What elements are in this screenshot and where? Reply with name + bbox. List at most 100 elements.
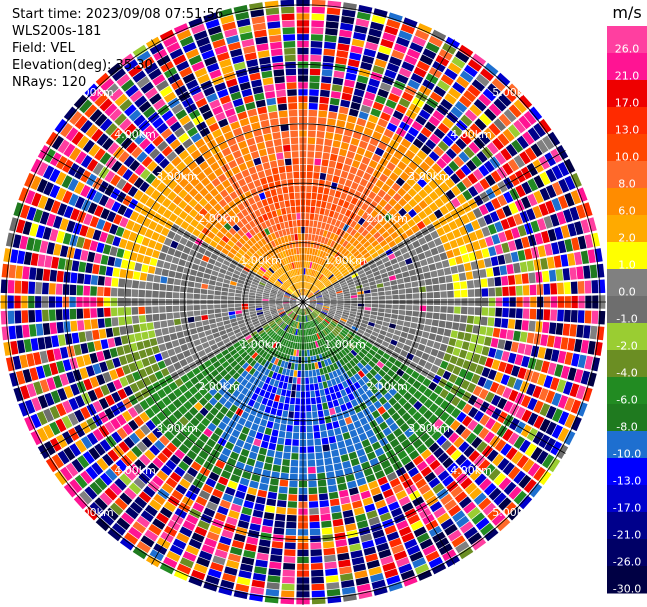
gate (190, 461, 202, 472)
gate (350, 493, 361, 503)
gate (390, 339, 398, 346)
gate (97, 275, 105, 286)
gate (241, 208, 249, 217)
gate (241, 471, 252, 480)
gate (382, 352, 391, 360)
gate (298, 282, 301, 289)
gate (241, 297, 249, 301)
gate (437, 140, 449, 152)
gate (163, 35, 178, 48)
gate (345, 354, 352, 362)
gate (208, 471, 220, 482)
gate (250, 331, 258, 337)
gate (345, 322, 353, 328)
gate (339, 331, 347, 338)
gate (254, 135, 264, 144)
gate (290, 304, 297, 307)
gate (251, 318, 259, 323)
gate (456, 399, 467, 411)
gate (316, 333, 321, 340)
gate (344, 157, 353, 166)
gate (198, 331, 206, 339)
gate (306, 290, 311, 297)
gate (461, 341, 470, 351)
gate (508, 202, 519, 215)
gate (172, 305, 180, 312)
gate (291, 313, 296, 320)
gate (591, 280, 599, 294)
gate (383, 222, 392, 231)
gate (312, 248, 316, 256)
gate (229, 349, 238, 356)
gate (358, 162, 368, 172)
gate (311, 262, 315, 269)
gate (348, 407, 356, 416)
gate (180, 220, 190, 230)
gate (36, 411, 48, 426)
gate (260, 440, 269, 449)
gate (307, 306, 313, 312)
gate (383, 212, 393, 222)
gate (493, 118, 507, 132)
gate (478, 93, 492, 107)
gate (569, 324, 577, 337)
gate (401, 412, 412, 422)
gate (99, 231, 108, 243)
gate (219, 58, 232, 68)
gate (303, 282, 305, 289)
gate (117, 204, 128, 216)
gate (507, 506, 522, 521)
gate (261, 351, 268, 359)
gate (323, 547, 336, 556)
gate (297, 315, 300, 322)
gate (351, 325, 359, 332)
gate (543, 309, 551, 321)
gate (478, 132, 491, 145)
gate (114, 497, 128, 511)
gate (307, 292, 312, 297)
gate (197, 73, 210, 84)
gate (339, 319, 346, 325)
gate (44, 336, 53, 349)
gate (200, 289, 208, 295)
gate (458, 272, 467, 281)
gate (311, 312, 316, 318)
gate (343, 347, 350, 354)
gate (18, 187, 29, 202)
gate (308, 109, 318, 117)
gate (13, 387, 24, 402)
gate (380, 555, 394, 566)
gate (321, 159, 329, 167)
gate (282, 243, 288, 250)
gate (443, 165, 454, 177)
gate (324, 387, 330, 396)
gate (332, 258, 339, 266)
gate (584, 355, 594, 370)
gate (439, 205, 449, 216)
gate (437, 470, 450, 482)
gate (78, 331, 87, 343)
gate (179, 210, 188, 220)
gate (321, 267, 326, 274)
gate (398, 563, 413, 574)
gate (258, 284, 265, 289)
gate (97, 308, 104, 318)
gate (307, 292, 313, 298)
gate (362, 375, 370, 384)
gate (539, 418, 551, 433)
gate (26, 206, 37, 221)
gate (415, 166, 426, 177)
gate (327, 286, 334, 290)
gate (324, 457, 333, 466)
gate (169, 333, 178, 341)
gate (496, 517, 511, 532)
gate (57, 203, 68, 216)
gate (22, 221, 32, 235)
gate (328, 111, 338, 119)
gate (71, 131, 84, 146)
gate (350, 414, 359, 423)
gate (239, 81, 251, 91)
gate (377, 88, 389, 99)
gate (521, 355, 530, 368)
gate (171, 339, 180, 348)
